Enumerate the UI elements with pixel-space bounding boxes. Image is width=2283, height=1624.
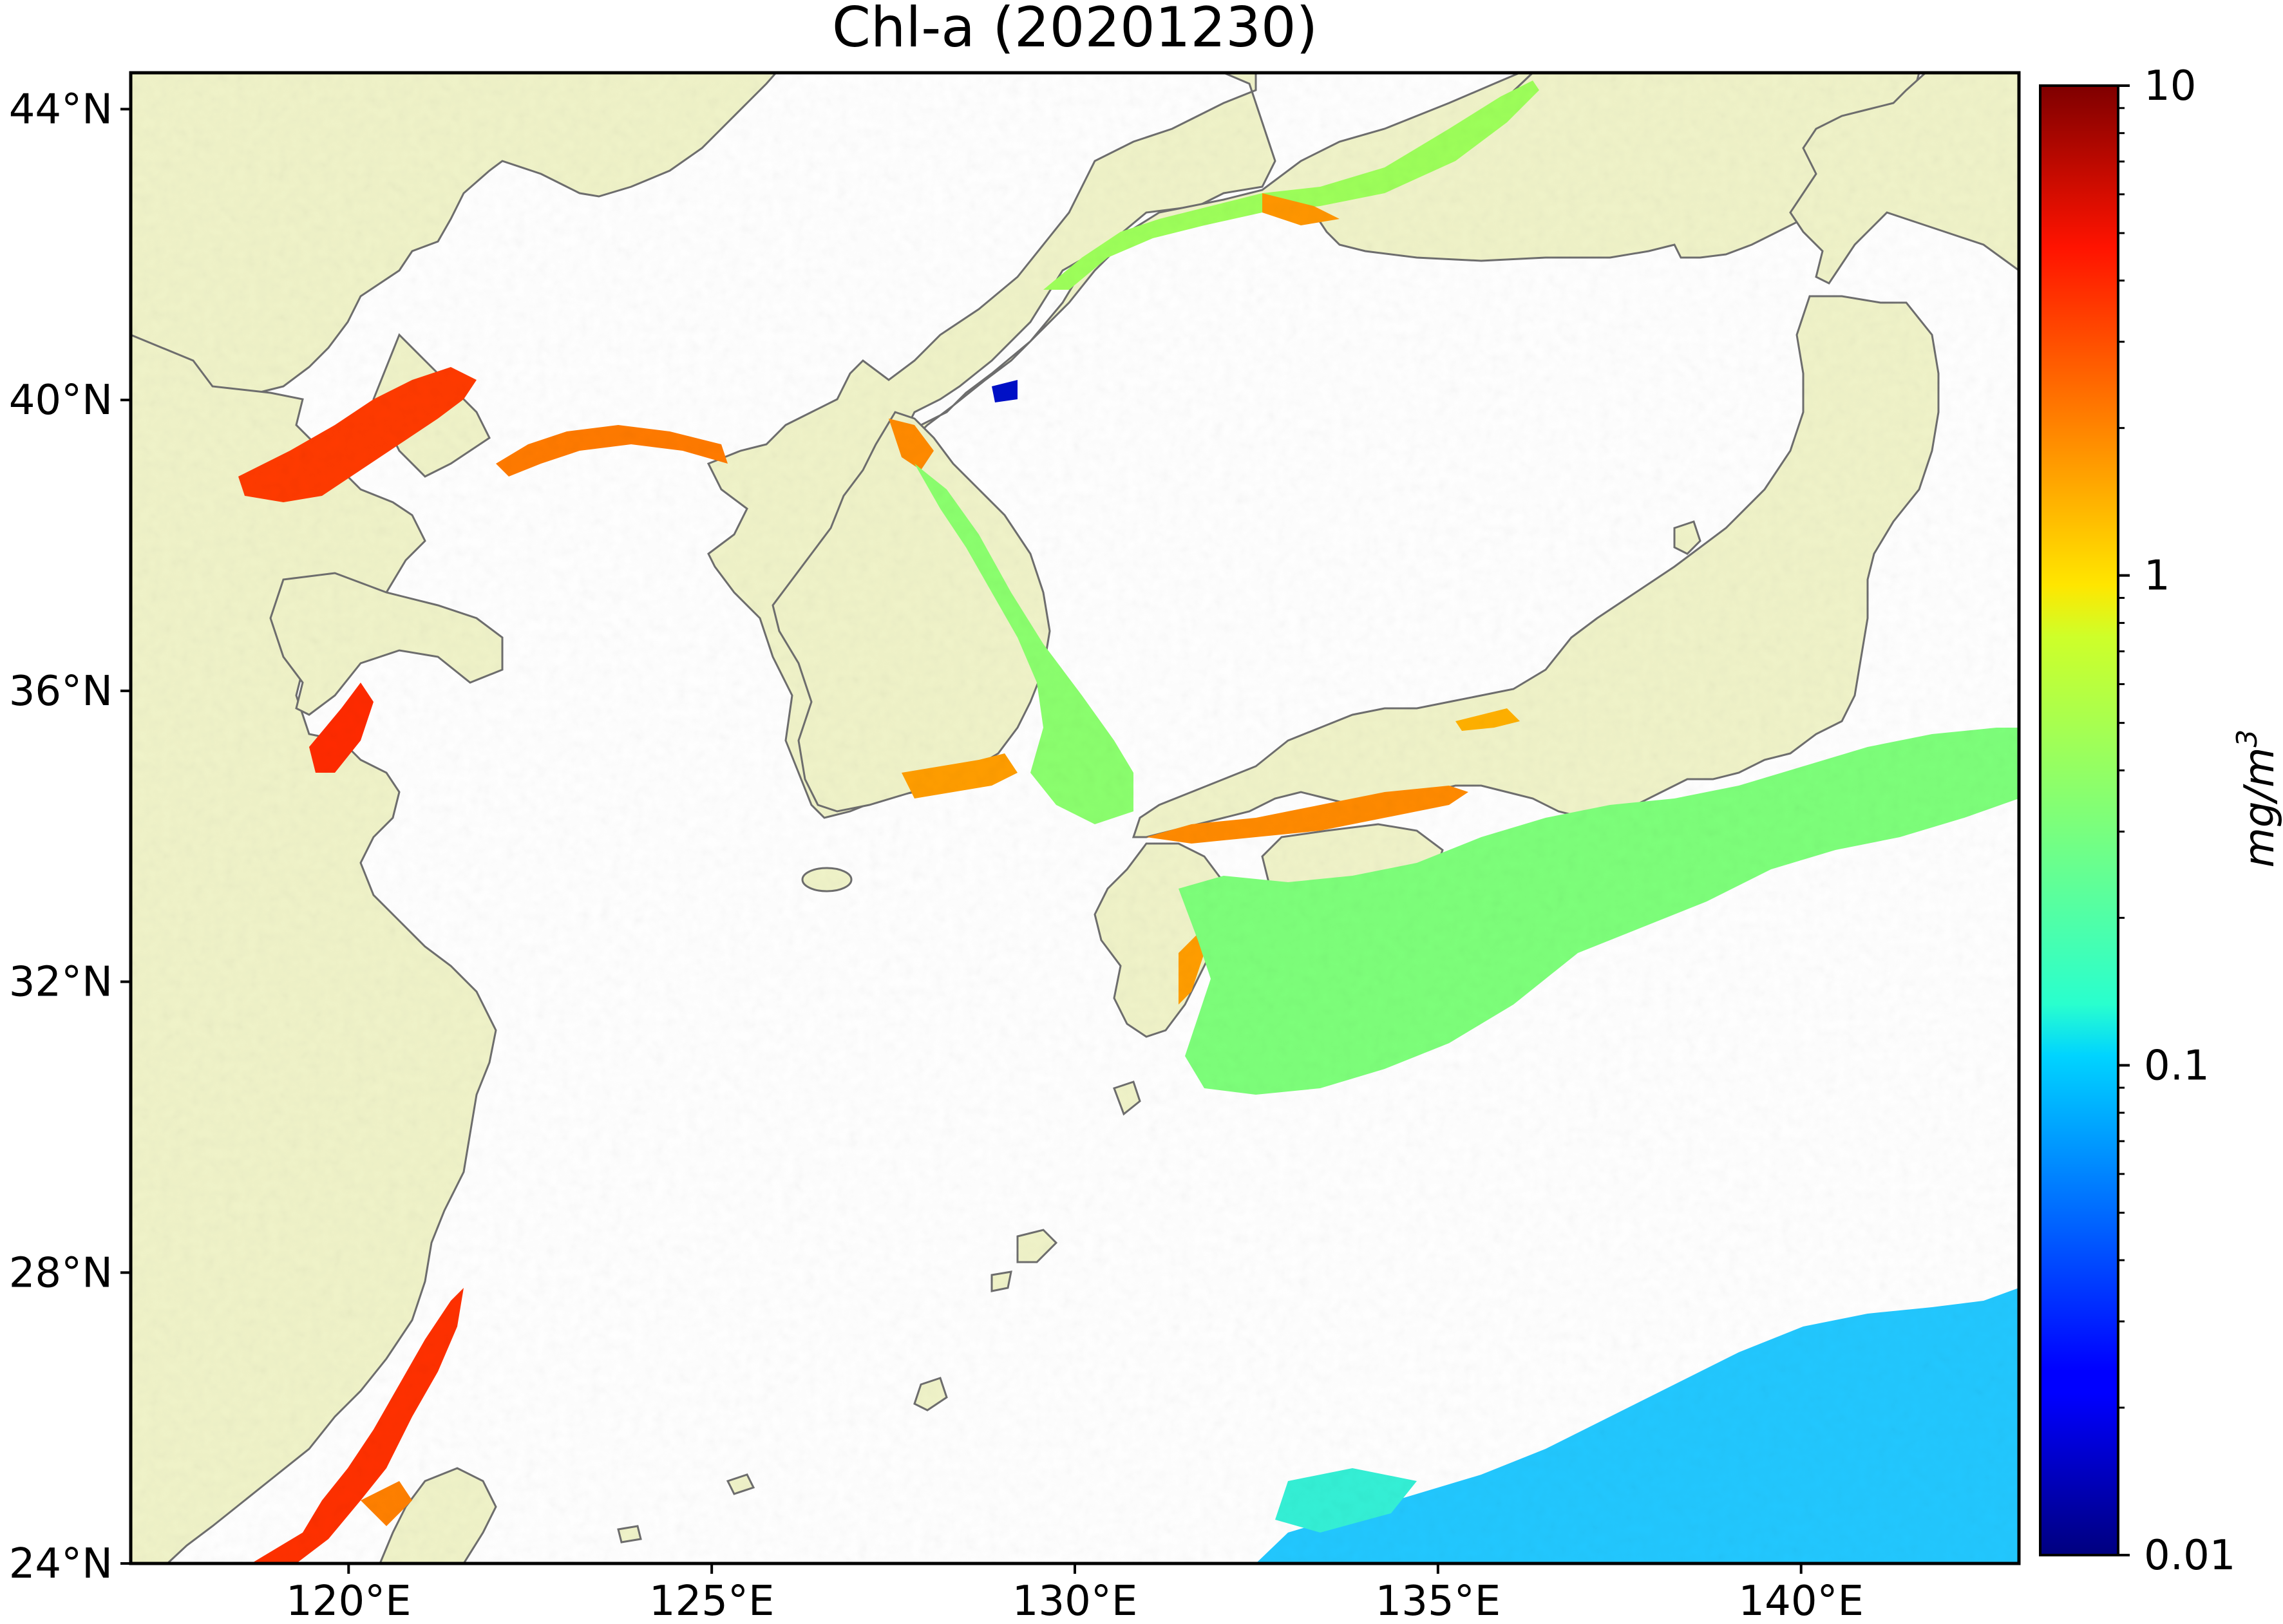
lat-tick-label: 40°N [9, 377, 113, 424]
lon-tick-label: 130°E [1012, 1578, 1138, 1624]
lat-tick-label: 24°N [9, 1540, 113, 1588]
colorbar-gradient [2040, 86, 2118, 1555]
latitude-ticks: 44°N 40°N 36°N 32°N 28°N 24°N [9, 86, 131, 1588]
lon-tick-label: 125°E [649, 1578, 775, 1624]
land-jeju [801, 867, 853, 892]
map-title: Chl-a (20201230) [832, 0, 1318, 60]
lon-tick-label: 135°E [1376, 1578, 1501, 1624]
colorbar-frame [2039, 84, 2119, 1556]
lat-tick-label: 32°N [9, 959, 113, 1006]
colorbar: 10 1 0.1 0.01 mg/m3 [2039, 62, 2283, 1580]
lat-tick-label: 36°N [9, 668, 113, 715]
lon-tick-label: 140°E [1738, 1578, 1864, 1624]
colorbar-label: mg/m3 [2231, 730, 2283, 868]
colorbar-tick-label: 0.1 [2144, 1042, 2210, 1090]
lon-tick-label: 120°E [286, 1578, 412, 1624]
longitude-ticks: 120°E 125°E 130°E 135°E 140°E [286, 1563, 1864, 1624]
map-panel [131, 73, 2019, 1563]
lat-tick-label: 28°N [9, 1249, 113, 1297]
colorbar-tick-label: 0.01 [2144, 1532, 2236, 1580]
colorbar-ticks: 10 1 0.1 0.01 [2118, 62, 2236, 1580]
colorbar-tick-label: 10 [2144, 62, 2196, 110]
colorbar-tick-label: 1 [2144, 552, 2170, 600]
lat-tick-label: 44°N [9, 86, 113, 133]
